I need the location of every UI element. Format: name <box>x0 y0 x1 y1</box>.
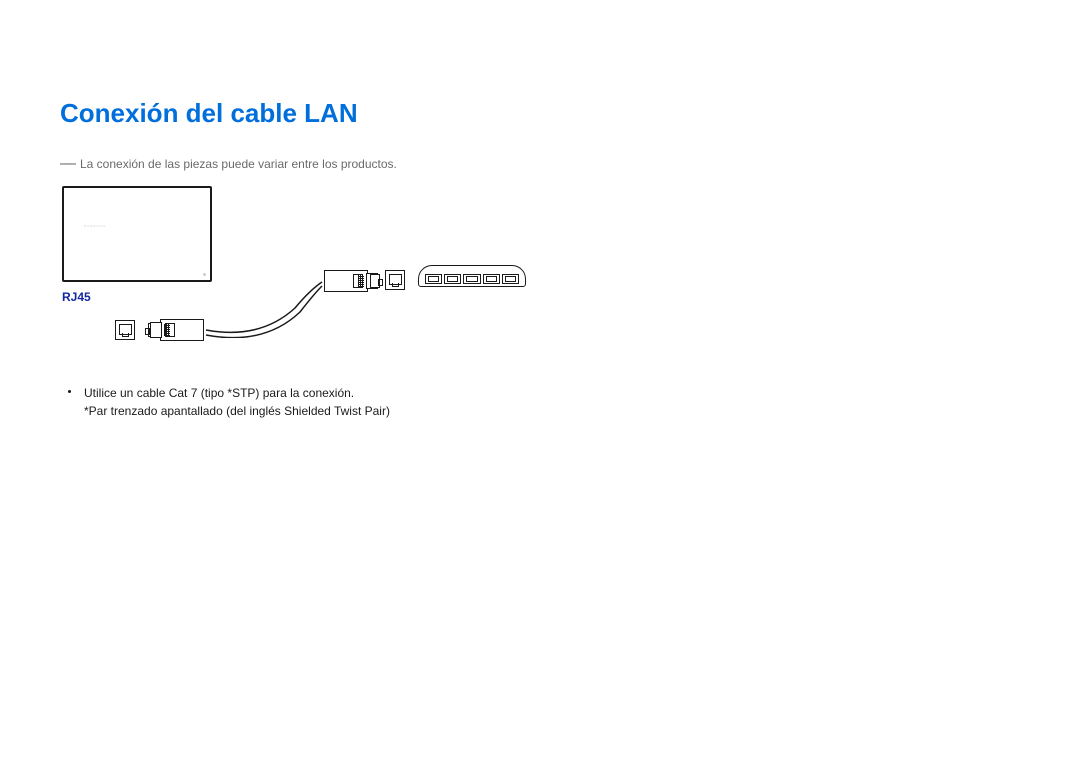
hub-ports-row <box>425 274 519 284</box>
plug-detail-icon <box>353 274 363 288</box>
hub-port-icon <box>463 274 480 284</box>
ethernet-plug-left-icon <box>160 319 204 341</box>
bullet-line2: *Par trenzado apantallado (del inglés Sh… <box>84 404 390 418</box>
list-item: Utilice un cable Cat 7 (tipo *STP) para … <box>84 384 1020 420</box>
rj45-label: RJ45 <box>62 290 91 304</box>
section-heading: Conexión del cable LAN <box>60 98 1020 129</box>
hub-port-icon <box>502 274 519 284</box>
note-text: La conexión de las piezas puede variar e… <box>80 157 397 171</box>
monitor-icon: SAMSUNG <box>62 186 212 282</box>
ethernet-plug-right-nose-icon <box>370 274 380 288</box>
rj45-port-hub-icon <box>385 270 405 290</box>
bullet-list: Utilice un cable Cat 7 (tipo *STP) para … <box>60 384 1020 420</box>
ethernet-cable-icon <box>200 278 340 338</box>
rj45-port-device-icon <box>115 320 135 340</box>
monitor-brand-text: SAMSUNG <box>84 224 106 228</box>
network-hub-icon <box>418 265 526 287</box>
note-row: ― La conexión de las piezas puede variar… <box>60 157 1020 172</box>
hub-port-icon <box>425 274 442 284</box>
bullet-line1: Utilice un cable Cat 7 (tipo *STP) para … <box>84 386 354 400</box>
monitor-indicator-icon <box>203 273 206 276</box>
bullet-dot-icon <box>68 390 71 393</box>
hub-port-icon <box>444 274 461 284</box>
connection-diagram: SAMSUNG RJ45 <box>60 182 1020 372</box>
note-dash-icon: ― <box>60 156 76 172</box>
ethernet-plug-right-icon <box>324 270 368 292</box>
page-container: Conexión del cable LAN ― La conexión de … <box>0 0 1080 460</box>
hub-port-icon <box>483 274 500 284</box>
plug-detail-icon <box>165 323 175 337</box>
